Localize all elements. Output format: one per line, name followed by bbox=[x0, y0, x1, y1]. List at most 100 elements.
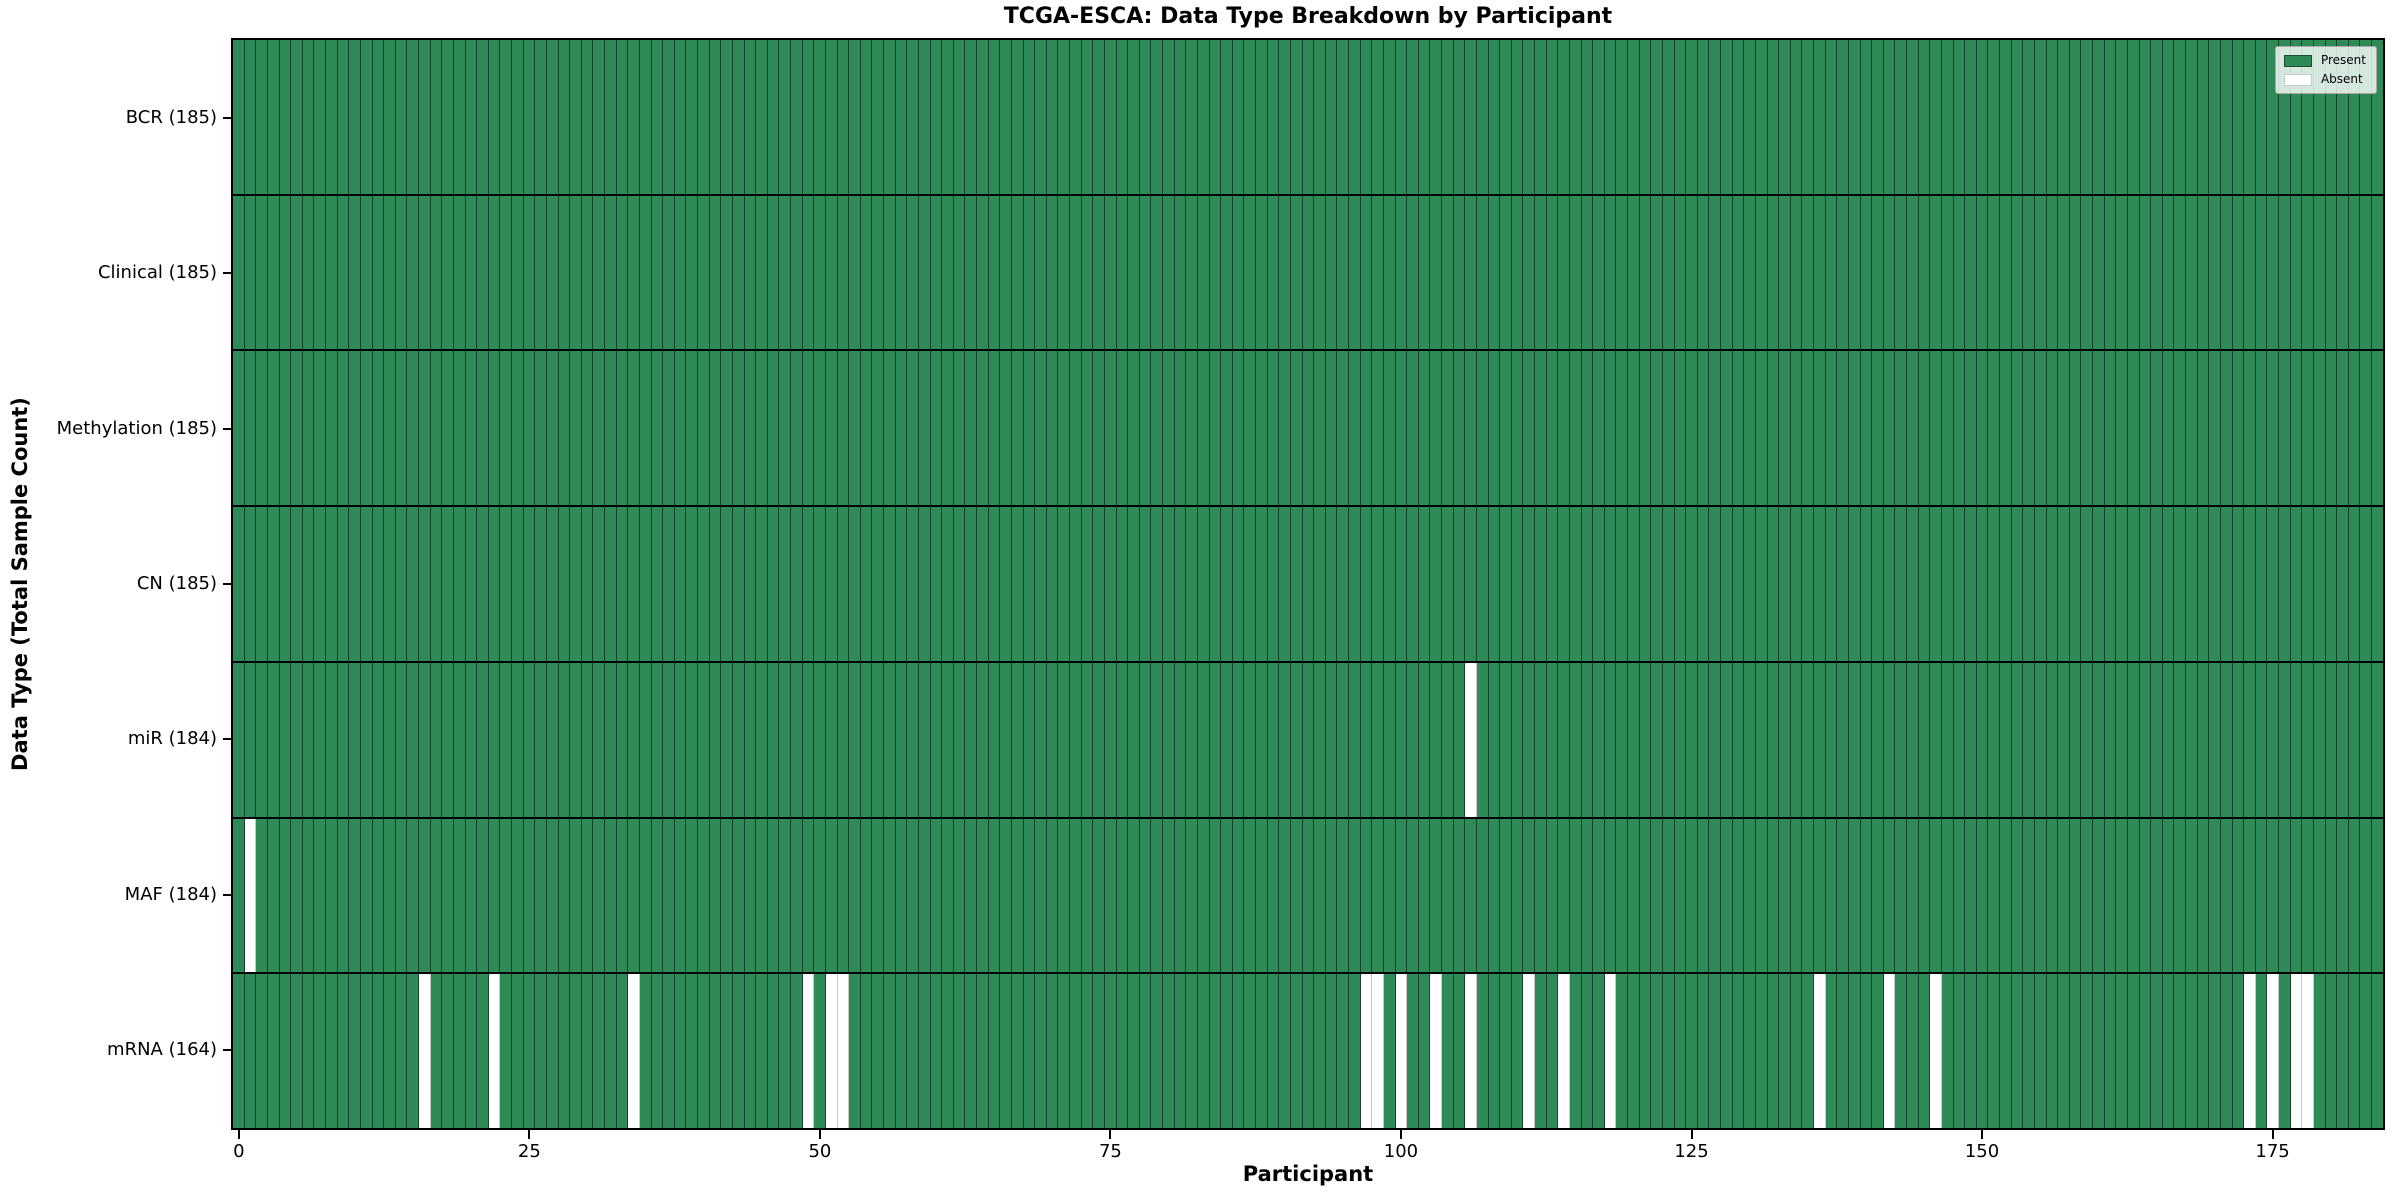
present-cell bbox=[512, 662, 524, 817]
present-cell bbox=[233, 40, 245, 194]
present-cell bbox=[1070, 662, 1082, 817]
present-cell bbox=[546, 351, 559, 506]
present-cell bbox=[2093, 507, 2105, 661]
x-axis-label: Participant bbox=[1242, 1162, 1374, 1186]
present-cell bbox=[2220, 507, 2233, 661]
present-cell bbox=[1593, 974, 1605, 1129]
present-cell bbox=[686, 40, 698, 194]
present-cell bbox=[1581, 507, 1594, 661]
present-cell bbox=[907, 507, 919, 661]
present-cell bbox=[1128, 507, 1140, 661]
present-cell bbox=[1174, 974, 1187, 1129]
present-cell bbox=[233, 195, 245, 350]
present-cell bbox=[1569, 40, 1582, 194]
present-cell bbox=[500, 351, 512, 506]
present-cell bbox=[1070, 507, 1082, 661]
present-cell bbox=[1697, 974, 1710, 1129]
present-cell bbox=[1128, 351, 1140, 506]
present-cell bbox=[256, 818, 268, 973]
present-cell bbox=[1639, 351, 1652, 506]
present-cell bbox=[1593, 662, 1605, 817]
present-cell bbox=[709, 351, 722, 506]
present-cell bbox=[1848, 662, 1861, 817]
chart-title: TCGA-ESCA: Data Type Breakdown by Partic… bbox=[1003, 4, 1613, 29]
present-cell bbox=[581, 818, 594, 973]
present-cell bbox=[2325, 195, 2338, 350]
present-cell bbox=[1372, 195, 1384, 350]
present-cell bbox=[593, 507, 605, 661]
present-cell bbox=[2000, 818, 2012, 973]
present-cell bbox=[488, 507, 501, 661]
present-cell bbox=[1163, 195, 1175, 350]
present-cell bbox=[1546, 818, 1559, 973]
present-cell bbox=[1488, 351, 1501, 506]
present-cell bbox=[814, 818, 826, 973]
present-cell bbox=[1604, 351, 1617, 506]
present-cell bbox=[267, 195, 280, 350]
present-cell bbox=[814, 974, 826, 1129]
present-cell bbox=[1000, 974, 1012, 1129]
present-cell bbox=[1290, 351, 1303, 506]
present-cell bbox=[326, 351, 338, 506]
present-cell bbox=[1907, 40, 1919, 194]
present-cell bbox=[1546, 351, 1559, 506]
present-cell bbox=[1407, 818, 1419, 973]
present-cell bbox=[1139, 351, 1152, 506]
present-cell bbox=[2046, 507, 2059, 661]
present-cell bbox=[686, 974, 698, 1129]
present-cell bbox=[965, 351, 977, 506]
present-cell bbox=[907, 974, 919, 1129]
present-cell bbox=[918, 974, 931, 1129]
present-cell bbox=[1535, 40, 1547, 194]
present-cell bbox=[1907, 195, 1919, 350]
present-cell bbox=[1058, 351, 1070, 506]
present-cell bbox=[1569, 195, 1582, 350]
present-cell bbox=[1535, 974, 1547, 1129]
present-cell bbox=[918, 351, 931, 506]
present-cell bbox=[1337, 662, 1349, 817]
present-cell bbox=[1197, 818, 1210, 973]
present-cell bbox=[1290, 195, 1303, 350]
present-cell bbox=[1686, 662, 1698, 817]
present-cell bbox=[2162, 974, 2175, 1129]
present-cell bbox=[1407, 195, 1419, 350]
present-cell bbox=[1814, 195, 1826, 350]
present-cell bbox=[2313, 507, 2326, 661]
present-cell bbox=[2174, 40, 2186, 194]
present-cell bbox=[1070, 40, 1082, 194]
present-cell bbox=[337, 974, 350, 1129]
present-cell bbox=[2197, 507, 2210, 661]
present-cell bbox=[535, 40, 547, 194]
present-cell bbox=[651, 351, 664, 506]
present-cell bbox=[2220, 818, 2233, 973]
present-cell bbox=[1302, 40, 1315, 194]
present-cell bbox=[895, 195, 908, 350]
present-cell bbox=[465, 195, 478, 350]
present-cell bbox=[2372, 351, 2383, 506]
present-cell bbox=[1988, 195, 2000, 350]
present-cell bbox=[2337, 662, 2349, 817]
present-cell bbox=[1697, 195, 1710, 350]
present-cell bbox=[384, 351, 396, 506]
present-cell bbox=[1093, 507, 1105, 661]
present-cell bbox=[1465, 351, 1477, 506]
present-cell bbox=[2197, 974, 2210, 1129]
present-cell bbox=[2313, 195, 2326, 350]
present-cell bbox=[1488, 195, 1501, 350]
present-cell bbox=[1407, 974, 1419, 1129]
datatype-row-cn bbox=[233, 507, 2383, 663]
present-cell bbox=[849, 351, 861, 506]
present-cell bbox=[2081, 818, 2093, 973]
datatype-row-methylation bbox=[233, 351, 2383, 508]
present-cell bbox=[1442, 662, 1454, 817]
present-cell bbox=[1453, 507, 1466, 661]
present-cell bbox=[1895, 507, 1907, 661]
present-cell bbox=[1418, 351, 1431, 506]
present-cell bbox=[1814, 818, 1826, 973]
present-cell bbox=[1848, 40, 1861, 194]
present-cell bbox=[1325, 195, 1338, 350]
present-cell bbox=[1988, 818, 2000, 973]
present-cell bbox=[1314, 974, 1326, 1129]
present-cell bbox=[2104, 351, 2117, 506]
present-cell bbox=[837, 351, 850, 506]
